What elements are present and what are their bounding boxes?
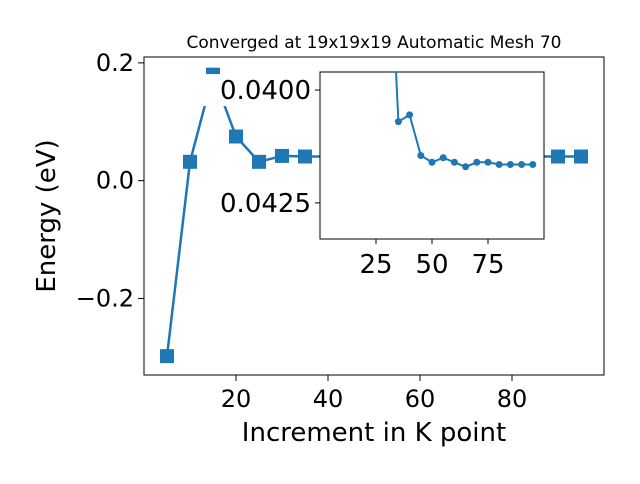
inset-data-point: [428, 158, 436, 166]
main-x-tick-label: 60: [405, 385, 436, 413]
inset-data-point: [495, 161, 503, 169]
inset-data-point: [406, 111, 414, 119]
main-x-tick-label: 20: [221, 385, 252, 413]
main-y-tick-label: 0.0: [96, 167, 134, 195]
inset-x-tick-label: 50: [415, 250, 448, 280]
main-data-point: [298, 149, 312, 164]
chart-title: Converged at 19x19x19 Automatic Mesh 70: [187, 33, 562, 53]
inset-data-point: [394, 118, 402, 126]
main-data-point: [551, 149, 565, 164]
inset-y-tick-label: 0.0400: [220, 76, 311, 106]
inset-x-tick-label: 25: [359, 250, 392, 280]
inset-x-tick-label: 75: [471, 250, 504, 280]
inset-data-point: [484, 158, 492, 166]
x-axis-label: Increment in K point: [242, 418, 506, 448]
inset-data-point: [529, 161, 537, 169]
main-data-point: [574, 149, 588, 164]
inset-data-point: [439, 154, 447, 162]
main-data-point: [252, 154, 266, 169]
inset-data-point: [518, 161, 526, 169]
inset-y-tick-label-bg: [203, 74, 313, 107]
inset-y-tick-label-bg: [203, 186, 313, 219]
main-data-point: [229, 129, 243, 144]
inset-x-ticks: 25 50 75: [359, 239, 505, 280]
main-x-ticks: 20 40 60 80: [221, 375, 528, 413]
main-data-point: [183, 154, 197, 169]
main-data-point: [160, 349, 174, 364]
y-axis-label: Energy (eV): [32, 139, 62, 292]
inset-data-point: [417, 152, 425, 159]
main-y-ticks: 0.2 0.0 −0.2: [76, 49, 144, 312]
main-data-point: [275, 148, 289, 163]
inset-plot-frame: [319, 71, 545, 240]
inset-data-point: [506, 161, 514, 169]
inset-y-tick-label: 0.0425: [220, 189, 311, 219]
main-x-tick-label: 40: [313, 385, 344, 413]
inset-y-ticks: 0.0400 0.0425: [203, 74, 320, 219]
inset-axes: 25 50 75 0.0400 0.0425: [203, 71, 545, 280]
main-x-tick-label: 80: [497, 385, 528, 413]
inset-data-point: [450, 158, 458, 166]
inset-data-point: [473, 158, 481, 166]
inset-data-point: [462, 163, 470, 171]
inset-series: [394, 72, 537, 171]
main-y-tick-label: −0.2: [76, 284, 134, 312]
main-y-tick-label: 0.2: [96, 49, 134, 77]
